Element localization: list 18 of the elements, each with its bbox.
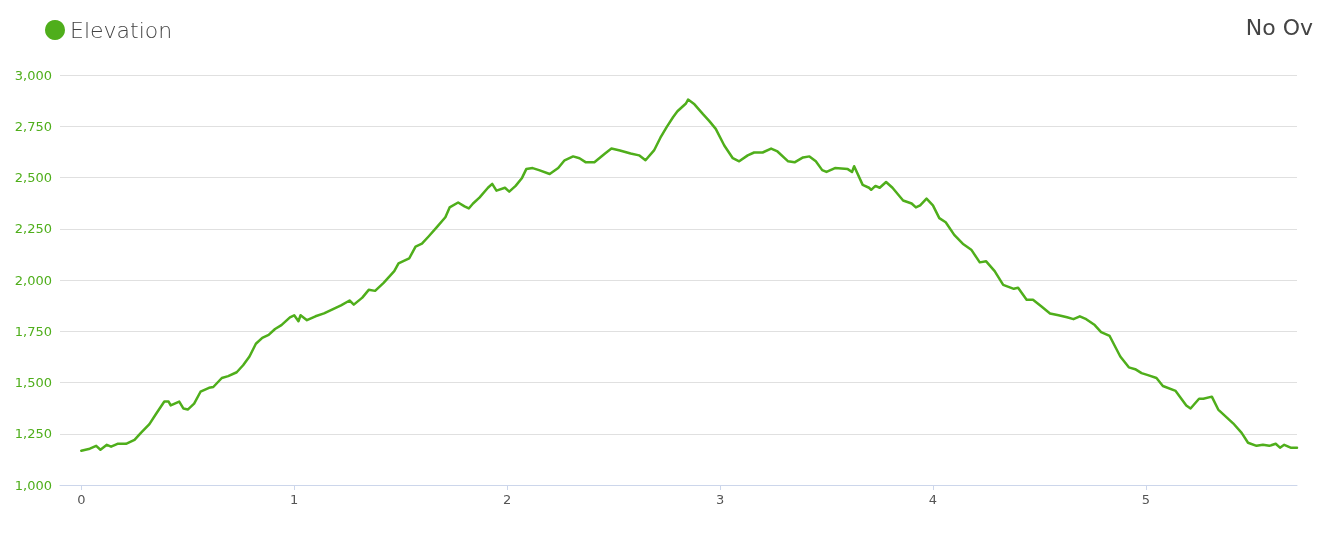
y-tick-label: 1,500 <box>14 375 52 390</box>
x-tick-label: 3 <box>715 492 725 507</box>
x-tick-label: 2 <box>502 492 512 507</box>
y-tick-label: 1,250 <box>14 426 52 442</box>
y-tick-label: 1,000 <box>14 477 52 493</box>
line-series <box>80 98 1299 453</box>
y-tick-label: 2,000 <box>14 272 52 288</box>
x-tick-label: 1 <box>290 492 299 507</box>
x-tick-label: 4 <box>928 492 938 507</box>
x-tick-label: 0 <box>77 492 86 507</box>
x-tick-label: 5 <box>1141 492 1150 507</box>
y-tick-label: 2,500 <box>14 170 52 185</box>
legend-label: Elevation <box>70 17 173 43</box>
y-tick-label: 1,750 <box>14 323 52 339</box>
y-tick-label: 2,250 <box>14 221 52 237</box>
y-tick-label: 2,750 <box>14 118 52 134</box>
text: No Ov <box>1245 14 1313 40</box>
y-tick-label: 3,000 <box>14 67 52 83</box>
